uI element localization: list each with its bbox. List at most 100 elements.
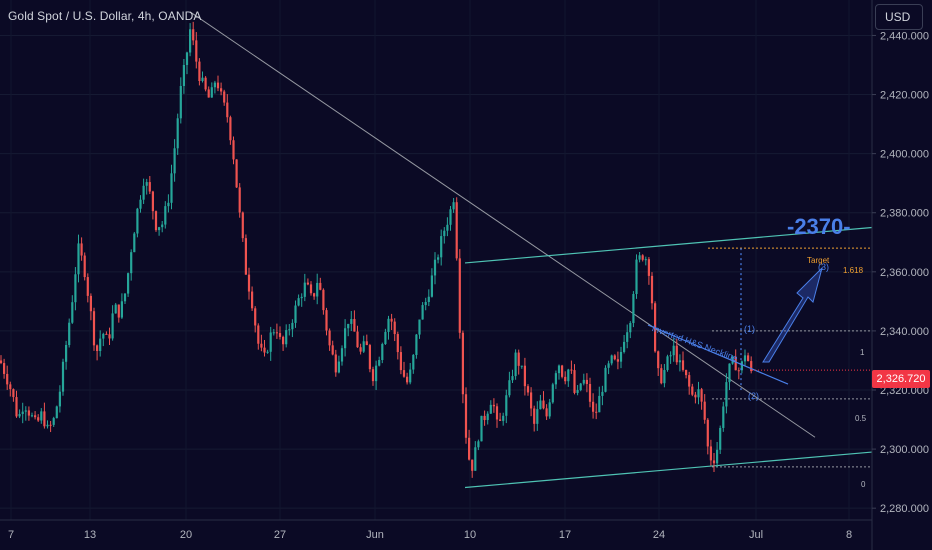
- x-tick-label: Jun: [366, 529, 384, 541]
- candle-body: [520, 365, 523, 367]
- candle-body: [223, 91, 226, 103]
- candle-body: [331, 345, 334, 355]
- candle-body: [489, 404, 492, 414]
- candle-body: [570, 369, 573, 371]
- chart-title: Gold Spot / U.S. Dollar, 4h, OANDA: [8, 9, 202, 23]
- candle-body: [216, 82, 220, 89]
- candle-body: [669, 355, 672, 357]
- candle-body: [65, 344, 68, 362]
- currency-button[interactable]: USD: [875, 4, 923, 30]
- candle-body: [647, 259, 650, 276]
- candle-body: [316, 282, 319, 297]
- candle-body: [474, 447, 477, 471]
- candle-body: [486, 413, 489, 421]
- candle-body: [189, 29, 192, 53]
- candle-body: [347, 323, 350, 329]
- candle-body: [328, 330, 331, 346]
- candle-body: [176, 118, 179, 149]
- candle-body: [582, 379, 585, 384]
- candle-body: [564, 376, 567, 382]
- candle-body: [623, 341, 626, 352]
- candle-body: [437, 257, 440, 260]
- candle-body: [96, 345, 99, 351]
- candle-body: [607, 363, 610, 368]
- candle-body: [105, 333, 108, 335]
- candle-body: [288, 329, 291, 331]
- candle-body: [685, 369, 688, 376]
- candle-body: [182, 64, 185, 86]
- descending-trendline: [189, 11, 816, 438]
- candle-body: [220, 88, 223, 92]
- candle-body: [179, 85, 182, 119]
- candle-body: [598, 395, 601, 413]
- candle-body: [412, 354, 415, 370]
- candle-body: [114, 304, 117, 314]
- candle-body: [678, 360, 681, 363]
- candle-body: [139, 199, 142, 209]
- candle-body: [89, 295, 92, 312]
- candle-body: [548, 402, 551, 417]
- x-tick-label: 10: [464, 529, 476, 541]
- x-tick-label: 27: [274, 529, 286, 541]
- candle-body: [151, 191, 154, 212]
- candle-body: [517, 352, 520, 366]
- candle-body: [9, 384, 12, 390]
- candle-body: [722, 406, 725, 428]
- candle-body: [706, 419, 709, 447]
- candle-body: [55, 406, 58, 419]
- candle-body: [371, 369, 375, 382]
- candle-body: [0, 360, 3, 364]
- candle-body: [170, 173, 173, 203]
- candle-body: [40, 411, 43, 421]
- candle-body: [406, 376, 409, 383]
- channel-lower-line: [464, 451, 873, 489]
- x-tick-label: 24: [653, 529, 665, 541]
- candle-body: [585, 379, 588, 384]
- candles: [0, 21, 753, 478]
- candle-body: [319, 282, 322, 290]
- candle-body: [495, 406, 499, 420]
- fib-1-label: 1: [860, 348, 865, 357]
- candle-body: [654, 303, 657, 352]
- candle-body: [241, 212, 244, 239]
- candle-body: [111, 313, 114, 339]
- candle-body: [616, 359, 619, 362]
- candle-body: [700, 389, 703, 402]
- candle-body: [334, 354, 337, 373]
- candle-body: [551, 384, 554, 403]
- candle-body: [716, 449, 719, 464]
- candle-body: [666, 356, 669, 371]
- candle-body: [198, 61, 201, 82]
- candle-body: [30, 415, 34, 417]
- candle-body: [303, 282, 306, 297]
- candle-body: [43, 411, 46, 427]
- y-tick-label: 2,420.000: [880, 90, 929, 102]
- candle-body: [263, 347, 266, 353]
- candle-body: [688, 375, 691, 387]
- candle-body: [133, 233, 136, 253]
- candle-body: [127, 273, 130, 294]
- candle-body: [154, 211, 158, 231]
- candle-body: [502, 415, 505, 421]
- candle-body: [37, 417, 40, 421]
- candle-body: [77, 243, 80, 275]
- candle-body: [3, 363, 6, 374]
- candle-body: [123, 293, 127, 302]
- candle-body: [629, 323, 632, 333]
- candle-body: [294, 305, 297, 323]
- candle-body: [626, 332, 629, 342]
- annotation-drawings: [647, 248, 872, 390]
- candle-body: [505, 395, 508, 416]
- candle-body: [557, 365, 561, 374]
- candle-body: [657, 351, 660, 369]
- channel-upper-line: [464, 226, 873, 264]
- candle-body: [415, 334, 418, 355]
- candle-body: [734, 356, 737, 371]
- candle-body: [365, 341, 368, 346]
- candle-body: [477, 441, 480, 448]
- candle-body: [247, 274, 251, 292]
- candle-body: [709, 446, 712, 461]
- candle-body: [282, 336, 285, 345]
- candle-body: [266, 351, 269, 353]
